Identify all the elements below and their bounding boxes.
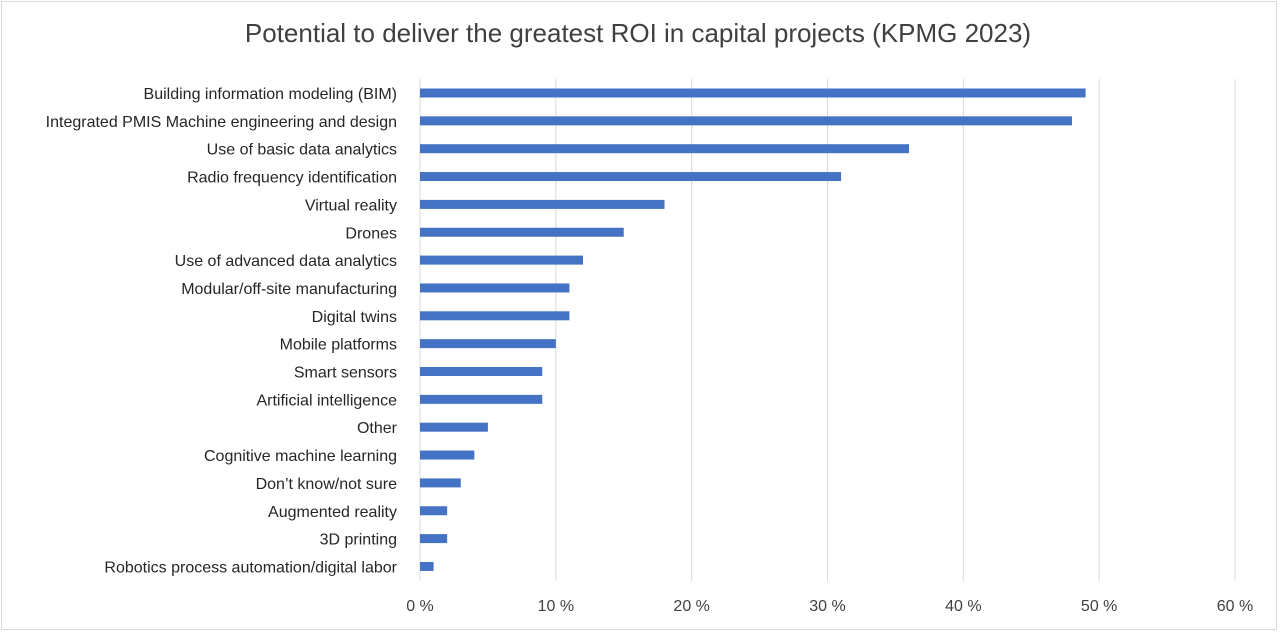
category-label: Use of advanced data analytics [175,253,397,270]
bar [420,478,461,488]
bar [420,199,665,209]
bar [420,561,434,571]
bar [420,116,1072,126]
bar [420,450,475,460]
gridlines [419,79,1236,581]
x-tick-label: 50 % [1081,598,1117,615]
bar [420,255,583,265]
category-label: Artificial intelligence [256,392,397,409]
bar [420,506,448,516]
category-label: Integrated PMIS Machine engineering and … [46,114,397,131]
category-label: Modular/off-site manufacturing [181,281,397,298]
category-label: Virtual reality [305,197,397,214]
category-label: Don’t know/not sure [256,476,398,493]
category-label: Digital twins [312,309,397,326]
x-tick-label: 30 % [809,598,845,615]
bar [420,144,909,154]
category-label: Mobile platforms [280,337,397,354]
category-label: Smart sensors [294,365,397,382]
x-tick-label: 60 % [1217,598,1253,615]
bar [420,339,556,349]
x-tick-label: 20 % [673,598,709,615]
chart-title: Potential to deliver the greatest ROI in… [244,18,1032,48]
bar [420,227,624,237]
x-tick-label: 10 % [538,598,574,615]
category-label: Cognitive machine learning [204,448,397,465]
category-label: Drones [345,225,397,242]
bars [420,88,1086,571]
tick-labels: 0 % 10 % 20 % 30 % 40 % 50 % 60 % [406,598,1253,615]
category-label: 3D printing [320,532,397,549]
category-labels: Building information modeling (BIM) Integ… [46,86,398,576]
category-label: Augmented reality [268,504,397,521]
category-label: Robotics process automation/digital labo… [104,559,397,576]
category-label: Use of basic data analytics [207,142,397,159]
bar [420,283,570,293]
category-label: Other [357,420,398,437]
x-tick-label: 0 % [406,598,434,615]
bar [420,172,842,182]
bar [420,88,1086,98]
x-tick-label: 40 % [945,598,981,615]
bar [420,367,543,376]
bar [420,422,488,432]
bar [420,394,543,404]
category-label: Building information modeling (BIM) [144,86,397,103]
bar [420,534,448,544]
bar [420,311,570,321]
category-label: Radio frequency identification [187,170,397,187]
